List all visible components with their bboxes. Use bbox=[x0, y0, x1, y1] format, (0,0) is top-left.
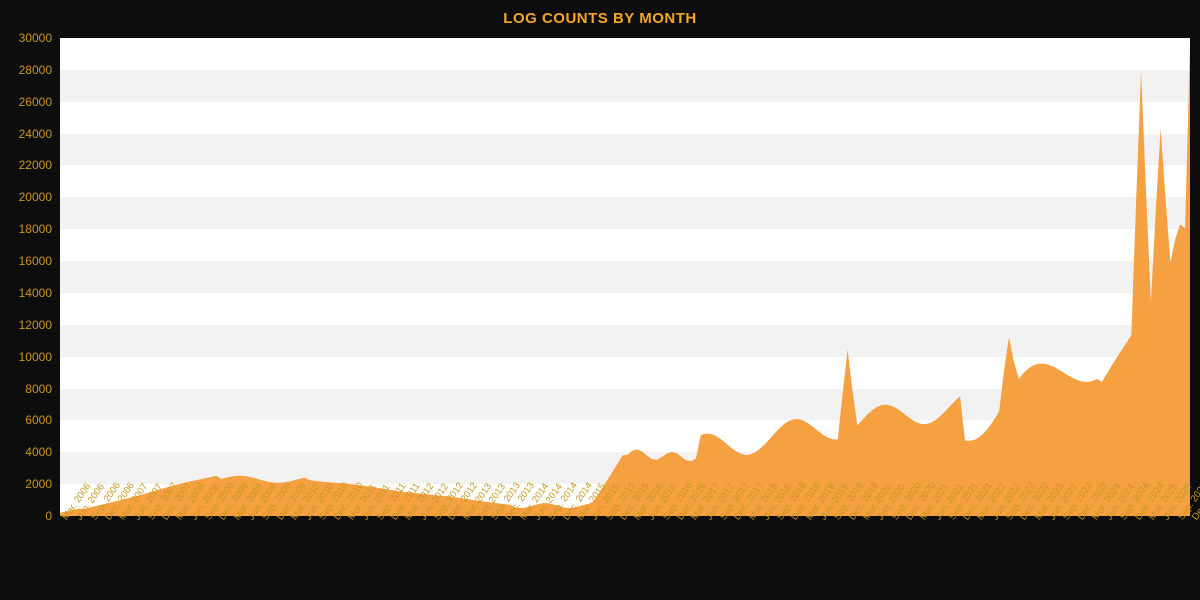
yaxis-tick-label: 16000 bbox=[19, 254, 52, 268]
chart-container: LOG COUNTS BY MONTH 30000 28000 26000 24000… bbox=[0, 0, 1200, 600]
plot-area bbox=[60, 38, 1190, 516]
yaxis-tick-label: 6000 bbox=[25, 413, 52, 427]
yaxis-tick-label: 18000 bbox=[19, 222, 52, 236]
yaxis-tick-label: 4000 bbox=[25, 445, 52, 459]
yaxis-tick-label: 20000 bbox=[19, 190, 52, 204]
yaxis-tick-label: 22000 bbox=[19, 158, 52, 172]
yaxis-tick-label: 8000 bbox=[25, 382, 52, 396]
yaxis-tick-label: 30000 bbox=[19, 31, 52, 45]
chart-title: LOG COUNTS BY MONTH bbox=[0, 0, 1200, 33]
xaxis-labels: Mar. 2006 Jun. 2006 Sep. 2006 Dec. 2006 Mar.… bbox=[60, 516, 1190, 600]
yaxis-tick-label: 24000 bbox=[19, 127, 52, 141]
yaxis-tick-label: 12000 bbox=[19, 318, 52, 332]
yaxis-tick-label: 2000 bbox=[25, 477, 52, 491]
yaxis-tick-label: 28000 bbox=[19, 63, 52, 77]
area-series-log-counts bbox=[60, 45, 1190, 516]
yaxis-tick-label: 0 bbox=[45, 509, 52, 523]
yaxis-labels: 30000 28000 26000 24000 22000 20000 18000 16000… bbox=[0, 38, 56, 516]
yaxis-tick-label: 26000 bbox=[19, 95, 52, 109]
area-chart-svg bbox=[60, 38, 1190, 516]
yaxis-tick-label: 14000 bbox=[19, 286, 52, 300]
yaxis-tick-label: 10000 bbox=[19, 350, 52, 364]
